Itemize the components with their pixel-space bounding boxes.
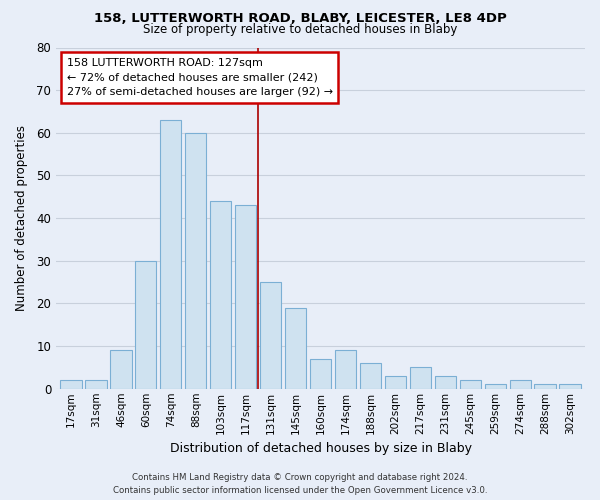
Bar [335, 350, 356, 389]
Text: Contains HM Land Registry data © Crown copyright and database right 2024.
Contai: Contains HM Land Registry data © Crown c… [113, 474, 487, 495]
Bar [509, 380, 531, 389]
Text: Size of property relative to detached houses in Blaby: Size of property relative to detached ho… [143, 22, 457, 36]
Bar [385, 376, 406, 389]
Bar [110, 350, 131, 389]
Bar [210, 201, 232, 389]
Bar [135, 261, 157, 389]
Text: 158 LUTTERWORTH ROAD: 127sqm
← 72% of detached houses are smaller (242)
27% of s: 158 LUTTERWORTH ROAD: 127sqm ← 72% of de… [67, 58, 333, 98]
Bar [535, 384, 556, 389]
Bar [85, 380, 107, 389]
Text: 158, LUTTERWORTH ROAD, BLABY, LEICESTER, LE8 4DP: 158, LUTTERWORTH ROAD, BLABY, LEICESTER,… [94, 12, 506, 26]
Bar [434, 376, 456, 389]
Y-axis label: Number of detached properties: Number of detached properties [15, 125, 28, 311]
Bar [485, 384, 506, 389]
Bar [360, 363, 381, 389]
Bar [160, 120, 181, 389]
Bar [61, 380, 82, 389]
Bar [285, 308, 306, 389]
Bar [185, 133, 206, 389]
Bar [460, 380, 481, 389]
Bar [235, 206, 256, 389]
Bar [559, 384, 581, 389]
Bar [410, 368, 431, 389]
X-axis label: Distribution of detached houses by size in Blaby: Distribution of detached houses by size … [170, 442, 472, 455]
Bar [260, 282, 281, 389]
Bar [310, 359, 331, 389]
